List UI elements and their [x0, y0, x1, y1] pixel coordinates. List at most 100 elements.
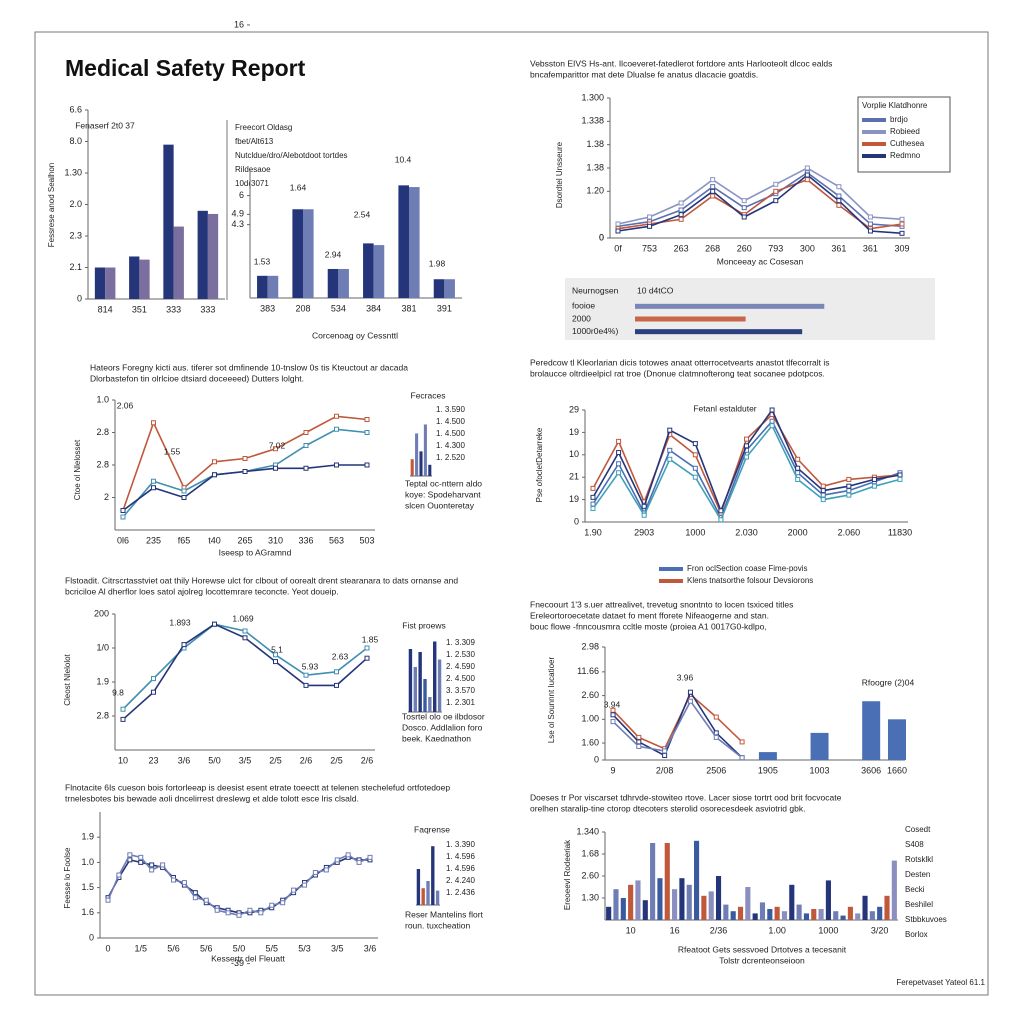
point: [171, 877, 176, 883]
bar: [338, 268, 349, 298]
y-tick-label: 2.0: [69, 199, 82, 209]
legend-label: Redmno: [890, 151, 921, 160]
point: [364, 645, 370, 651]
point: [741, 198, 747, 204]
bar: [664, 843, 670, 920]
point: [836, 198, 842, 204]
series-line: [612, 690, 743, 759]
x-tick-label: 1003: [810, 765, 830, 775]
note: 2. 4.590: [446, 662, 475, 671]
point: [615, 221, 621, 227]
bar: [869, 911, 875, 920]
row-label: fooioe: [572, 301, 595, 311]
note: 1. 2.520: [436, 453, 465, 462]
y-tick-label: 2.8: [96, 710, 109, 720]
series-line: [617, 178, 903, 230]
x-tick-label: 336: [298, 535, 313, 545]
x-tick-label: 2000: [788, 527, 808, 537]
bar: [620, 898, 626, 920]
y-tick-label: 8.0: [69, 136, 82, 146]
x-tick-label: 3/6: [364, 943, 377, 953]
note: 1. 2.530: [446, 650, 475, 659]
bar: [431, 846, 435, 905]
point: [739, 755, 745, 761]
x-tick-label: 361: [831, 243, 846, 253]
annotation: 10.4: [395, 154, 412, 164]
bar: [373, 245, 385, 298]
bar: [421, 888, 425, 905]
point: [312, 869, 318, 875]
point: [273, 652, 278, 658]
caption: Fnecoourt 1'3 s.uer attrealivet, trevetu…: [530, 599, 793, 609]
legend-swatch: [862, 142, 886, 146]
bar: [679, 878, 685, 920]
note: S408: [905, 840, 924, 849]
x-tick-label: 11830: [888, 527, 912, 537]
x-tick-label: 9: [610, 765, 615, 775]
point: [662, 752, 668, 758]
point: [303, 430, 309, 435]
x-tick-label: 3/6: [178, 755, 191, 765]
note: 1. 2.436: [446, 888, 475, 897]
y-tick-label: 2.1: [69, 262, 82, 272]
note: 1. 3.390: [446, 840, 475, 849]
y-tick-label: 19: [569, 494, 579, 504]
point: [739, 739, 745, 745]
bar: [888, 719, 906, 760]
point: [687, 698, 693, 704]
x-tick-label: 1000: [685, 527, 705, 537]
point: [897, 472, 903, 478]
bar: [197, 210, 208, 299]
y-tick-label: 1.60: [581, 737, 599, 747]
x-tick-label: 5/3: [298, 943, 311, 953]
point: [846, 492, 852, 498]
bar: [423, 679, 427, 712]
note: 1. 3.590: [436, 405, 465, 414]
bar: [635, 316, 746, 322]
x-tick-label: 1905: [758, 765, 778, 775]
note: 1. 4.596: [446, 864, 475, 873]
annotation: 3.96: [677, 672, 694, 682]
point: [641, 503, 647, 509]
note: 1. 4.500: [436, 417, 465, 426]
caption: Flnotacite 6Is cueson bois fortorleeap i…: [65, 782, 450, 792]
point: [616, 450, 622, 456]
point: [616, 438, 622, 444]
y-tick-label: 0: [594, 754, 599, 764]
point: [795, 476, 801, 482]
annotation: 2.54: [354, 209, 371, 219]
point: [710, 177, 716, 183]
annotation: 5.1: [271, 644, 283, 654]
caption: Peredcow tl Kleorlarian dicis totowes an…: [530, 357, 830, 367]
legend-swatch: [862, 118, 886, 122]
legend-label: Cuthesea: [890, 139, 925, 148]
point: [773, 181, 779, 187]
y-tick-label: 1.38: [586, 139, 604, 149]
annotation: 1.53: [254, 256, 271, 266]
caption: Reser Mantelins flort: [405, 909, 484, 919]
legend-swatch: [659, 567, 683, 571]
series-line: [612, 699, 743, 759]
bar: [173, 226, 184, 299]
y-tick-label: 1.9: [81, 832, 94, 842]
bar: [413, 667, 417, 712]
caption: Doeses tr Por viscarset tdhrvde-stowiteo…: [530, 792, 842, 802]
point: [713, 714, 719, 720]
point: [160, 862, 166, 868]
point: [181, 488, 187, 494]
bar: [803, 913, 810, 920]
point: [323, 867, 329, 873]
note: fbet/Alt613: [235, 137, 274, 146]
point: [192, 895, 198, 901]
bar: [715, 876, 722, 920]
series-line: [617, 171, 903, 228]
bar: [877, 906, 883, 920]
bar: [701, 895, 707, 920]
point: [692, 474, 698, 480]
point: [356, 859, 362, 865]
point: [291, 887, 297, 893]
bar: [635, 329, 803, 335]
x-tick-label: 333: [166, 304, 181, 314]
bar: [650, 843, 656, 920]
y-axis-label: Feesse lo Foolse: [63, 847, 72, 908]
